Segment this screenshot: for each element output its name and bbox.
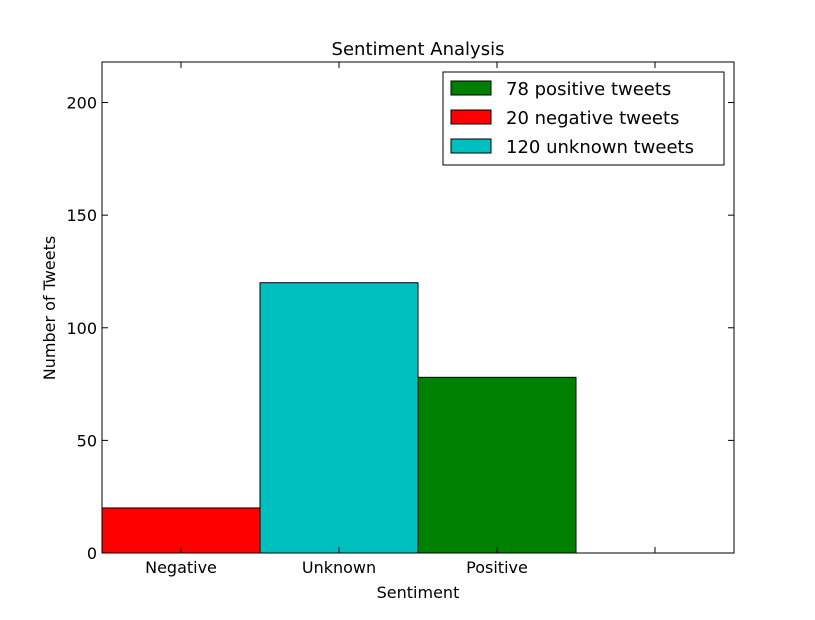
legend-swatch [450, 80, 492, 96]
x-tick-label: Positive [466, 558, 528, 577]
y-tick-label: 50 [77, 431, 97, 450]
bar-positive [417, 376, 577, 554]
legend-label: 78 positive tweets [506, 79, 671, 100]
x-axis-label: Sentiment [377, 583, 460, 602]
y-tick-label: 150 [66, 206, 97, 225]
legend-label: 20 negative tweets [506, 108, 679, 129]
bars-group [101, 282, 577, 554]
ticks-group: 0 50 100 150 200 Negative Unknown Positive [66, 62, 734, 577]
y-tick-label: 0 [87, 544, 97, 563]
x-tick-label: Negative [145, 558, 217, 577]
plot-frame [101, 61, 735, 554]
bar-unknown [259, 282, 419, 554]
y-tick-label: 200 [66, 94, 97, 113]
legend: 78 positive tweets 20 negative tweets 120 … [442, 71, 725, 166]
legend-swatch [450, 138, 492, 154]
legend-swatch [450, 109, 492, 125]
y-axis-label: Number of Tweets [40, 236, 59, 380]
legend-label: 120 unknown tweets [506, 137, 694, 158]
bar-negative [101, 507, 261, 554]
x-tick-label: Unknown [302, 558, 376, 577]
y-tick-label: 100 [66, 319, 97, 338]
chart-title: Sentiment Analysis [332, 39, 505, 60]
